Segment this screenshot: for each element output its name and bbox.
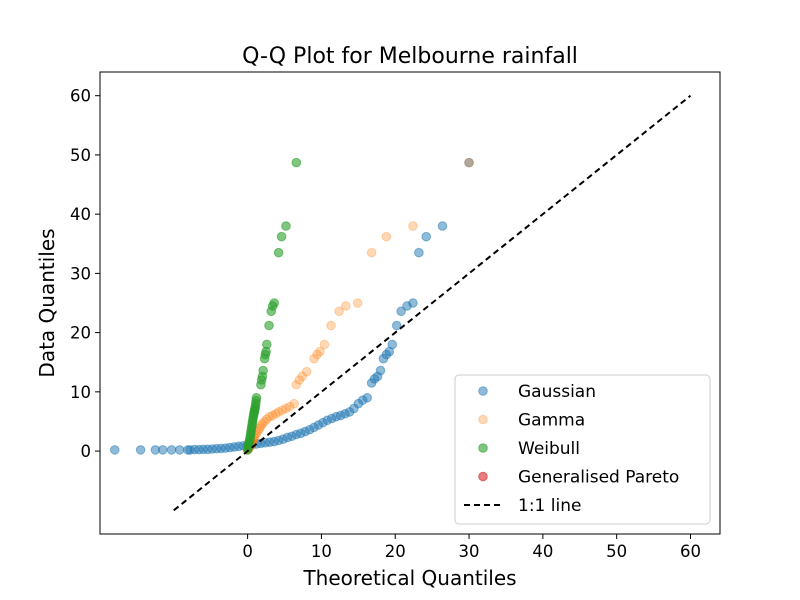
legend-marker	[478, 386, 488, 396]
legend-label: Gaussian	[518, 382, 596, 402]
data-point	[258, 365, 268, 376]
data-point	[301, 366, 312, 377]
legend-items: Gaussian Gamma Weibull Generalised Pareto 1:…	[464, 382, 679, 516]
data-point	[270, 408, 281, 419]
legend-label: Gamma	[518, 411, 585, 431]
legend-label: 1:1 line	[518, 496, 581, 516]
x-tick-label: 10	[311, 542, 332, 561]
data-point	[309, 353, 319, 364]
data-point	[264, 320, 274, 331]
data-point	[315, 346, 325, 357]
x-axis-ticks: 0 10 20 30 40 50 60	[242, 534, 701, 561]
data-point	[273, 407, 284, 417]
y-tick-label: 20	[70, 324, 91, 343]
data-point	[281, 403, 291, 414]
data-point	[109, 445, 120, 455]
data-point	[340, 301, 351, 311]
data-point	[464, 157, 474, 168]
data-point	[289, 398, 299, 409]
data-point	[391, 320, 402, 331]
y-axis-label: Data Quantiles	[35, 228, 59, 377]
legend-label: Generalised Pareto	[518, 468, 679, 488]
data-point	[281, 221, 291, 231]
data-point	[366, 247, 377, 258]
data-point	[284, 401, 295, 412]
data-point	[381, 231, 392, 242]
series-gaussian	[109, 157, 474, 455]
data-point	[264, 411, 275, 422]
data-point	[319, 339, 330, 350]
x-tick-label: 30	[459, 542, 480, 561]
x-tick-label: 0	[242, 542, 253, 561]
data-point	[362, 392, 372, 403]
data-point	[251, 392, 262, 403]
data-point	[437, 221, 448, 231]
data-point	[387, 339, 398, 350]
data-point	[334, 306, 344, 317]
data-point	[273, 247, 284, 258]
data-point	[408, 221, 418, 231]
data-point	[291, 157, 302, 168]
data-point	[421, 231, 432, 242]
axes-frame	[99, 71, 721, 535]
x-tick-label: 20	[385, 542, 406, 561]
x-axis-label: Theoretical Quantiles	[302, 566, 516, 590]
data-point	[326, 320, 336, 331]
y-tick-label: 40	[70, 205, 91, 224]
data-point	[257, 419, 268, 429]
x-tick-label: 40	[532, 542, 553, 561]
data-point	[166, 445, 177, 455]
legend-marker	[478, 471, 488, 482]
legend-box	[454, 374, 711, 525]
series-weibull	[242, 157, 302, 455]
reference-line	[173, 94, 692, 512]
data-point	[269, 298, 279, 308]
data-point	[157, 445, 168, 455]
data-point	[312, 349, 322, 360]
data-point	[277, 405, 288, 416]
legend-marker	[478, 443, 488, 453]
data-point	[294, 375, 305, 385]
data-point	[352, 298, 363, 308]
data-point	[262, 414, 272, 424]
legend-label: Weibull	[518, 439, 580, 459]
y-tick-label: 60	[70, 87, 91, 106]
data-point	[259, 416, 270, 427]
data-point	[297, 371, 308, 382]
data-point	[135, 445, 146, 455]
data-point	[174, 445, 185, 455]
y-axis-ticks: 0 10 20 30 40 50 60	[70, 87, 100, 461]
y-tick-label: 50	[70, 146, 91, 165]
data-point	[375, 365, 386, 376]
chart-title: Q-Q Plot for Melbourne rainfall	[242, 44, 578, 69]
y-tick-label: 0	[81, 442, 92, 461]
y-tick-label: 10	[70, 383, 91, 402]
data-point	[408, 298, 418, 308]
x-tick-label: 60	[680, 542, 701, 561]
data-point	[267, 410, 278, 421]
legend: Gaussian Gamma Weibull Generalised Pareto 1:…	[454, 374, 711, 525]
data-point	[262, 339, 272, 350]
data-point	[291, 379, 302, 390]
y-tick-label: 30	[70, 264, 91, 283]
data-point	[464, 157, 474, 168]
data-point	[396, 306, 406, 317]
series-layer	[109, 157, 474, 455]
legend-marker	[478, 414, 488, 425]
data-point	[414, 247, 424, 258]
x-tick-label: 50	[606, 542, 627, 561]
data-point	[276, 231, 287, 242]
